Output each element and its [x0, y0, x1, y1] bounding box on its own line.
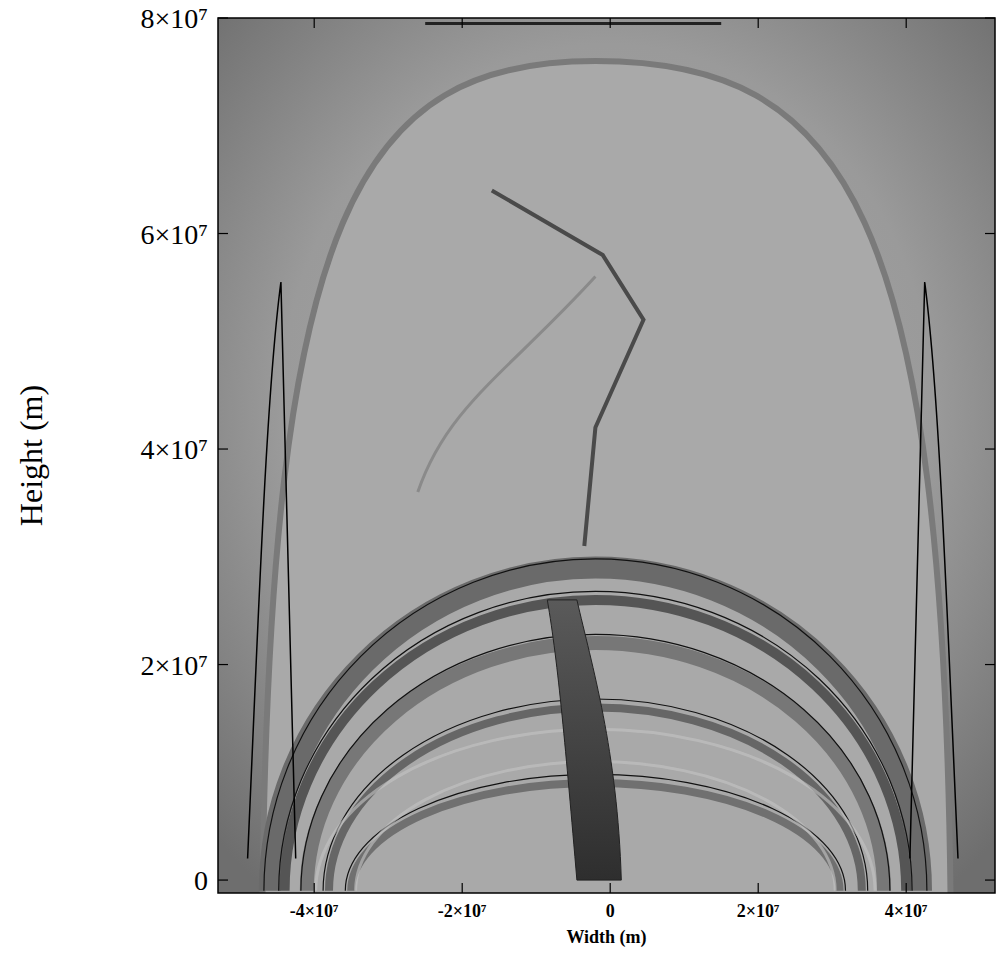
x-tick-label: 4×10⁷: [885, 901, 928, 921]
side-contour: [910, 282, 958, 859]
central-column: [547, 600, 621, 880]
y-tick-label: 2×10⁷: [140, 650, 208, 681]
x-tick: [610, 883, 611, 893]
y-tick: [218, 233, 228, 234]
x-tick: [906, 18, 907, 28]
x-tick-label: -4×10⁷: [290, 901, 339, 921]
y-tick-label: 8×10⁷: [140, 3, 208, 34]
x-tick: [462, 883, 463, 893]
y-tick: [218, 448, 228, 449]
y-tick-label: 0: [194, 865, 208, 896]
y-tick: [985, 233, 995, 234]
x-tick-label: 2×10⁷: [737, 901, 780, 921]
y-tick-label: 6×10⁷: [140, 219, 208, 250]
x-tick: [758, 18, 759, 28]
x-tick: [314, 883, 315, 893]
contour: [264, 559, 927, 891]
x-tick: [906, 883, 907, 893]
shock-arc: [270, 567, 921, 890]
x-tick: [758, 883, 759, 893]
y-axis-title: Height (m): [13, 385, 49, 526]
plot-frame: [218, 18, 995, 893]
x-tick: [462, 18, 463, 28]
y-tick: [218, 664, 228, 665]
diagonal-feature: [492, 190, 644, 546]
x-tick: [314, 18, 315, 28]
top-feature: [425, 22, 721, 25]
wave-front: [418, 277, 596, 493]
x-tick-label: 0: [606, 901, 615, 921]
x-tick-label: -2×10⁷: [438, 901, 487, 921]
chart-root: -4×10⁷ -2×10⁷ 0 2×10⁷ 4×10⁷ 0 2×10⁷ 4×10⁷ 6×10⁷ 8…: [0, 0, 1008, 971]
y-tick-label: 4×10⁷: [140, 434, 208, 465]
field-image: [218, 18, 995, 893]
side-contour: [248, 282, 296, 859]
contour: [279, 591, 912, 890]
y-tick: [985, 879, 995, 880]
shock-arc: [285, 600, 907, 891]
y-tick: [218, 17, 228, 18]
x-tick: [610, 18, 611, 28]
chart: -4×10⁷ -2×10⁷ 0 2×10⁷ 4×10⁷ 0 2×10⁷ 4×10⁷ 6×10⁷ 8…: [0, 0, 1008, 971]
y-tick: [985, 17, 995, 18]
x-axis-title: Width (m): [566, 927, 646, 948]
y-tick: [985, 448, 995, 449]
y-tick: [985, 664, 995, 665]
y-tick: [218, 879, 228, 880]
dome-front: [262, 61, 950, 893]
